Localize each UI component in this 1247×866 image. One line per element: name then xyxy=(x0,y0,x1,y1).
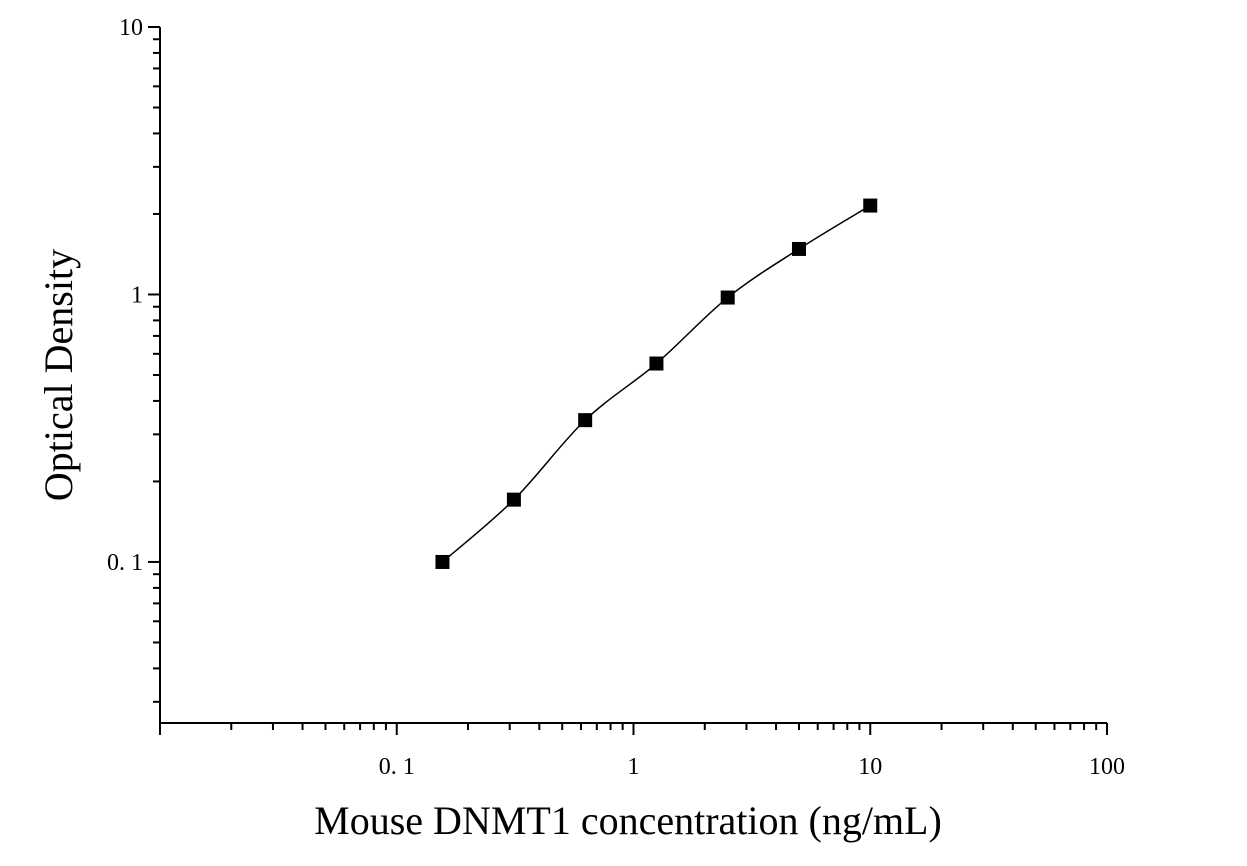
y-axis-title: Optical Density xyxy=(36,249,81,501)
data-point xyxy=(791,241,806,256)
data-point xyxy=(720,290,735,305)
x-tick-label: 1 xyxy=(628,754,640,780)
y-tick-label: 10 xyxy=(119,15,143,41)
x-tick-label: 10 xyxy=(858,754,882,780)
data-point xyxy=(506,492,521,507)
y-tick-label: 0. 1 xyxy=(107,550,143,576)
fit-curve xyxy=(441,204,871,563)
fit-curve-group xyxy=(441,204,871,563)
x-tick-label: 100 xyxy=(1089,754,1125,780)
data-point xyxy=(435,554,450,569)
data-points xyxy=(435,198,878,569)
data-point xyxy=(863,198,878,213)
tick-labels: 0. 1 1 10 100 0. 1 1 10 xyxy=(107,15,1125,780)
x-axis-title: Mouse DNMT1 concentration (ng/mL) xyxy=(314,798,942,843)
data-point xyxy=(578,413,593,428)
data-point xyxy=(649,356,664,371)
axes xyxy=(159,27,1107,724)
x-tick-label: 0. 1 xyxy=(379,754,415,780)
y-tick-label: 1 xyxy=(131,282,143,308)
ticks xyxy=(148,26,1108,735)
